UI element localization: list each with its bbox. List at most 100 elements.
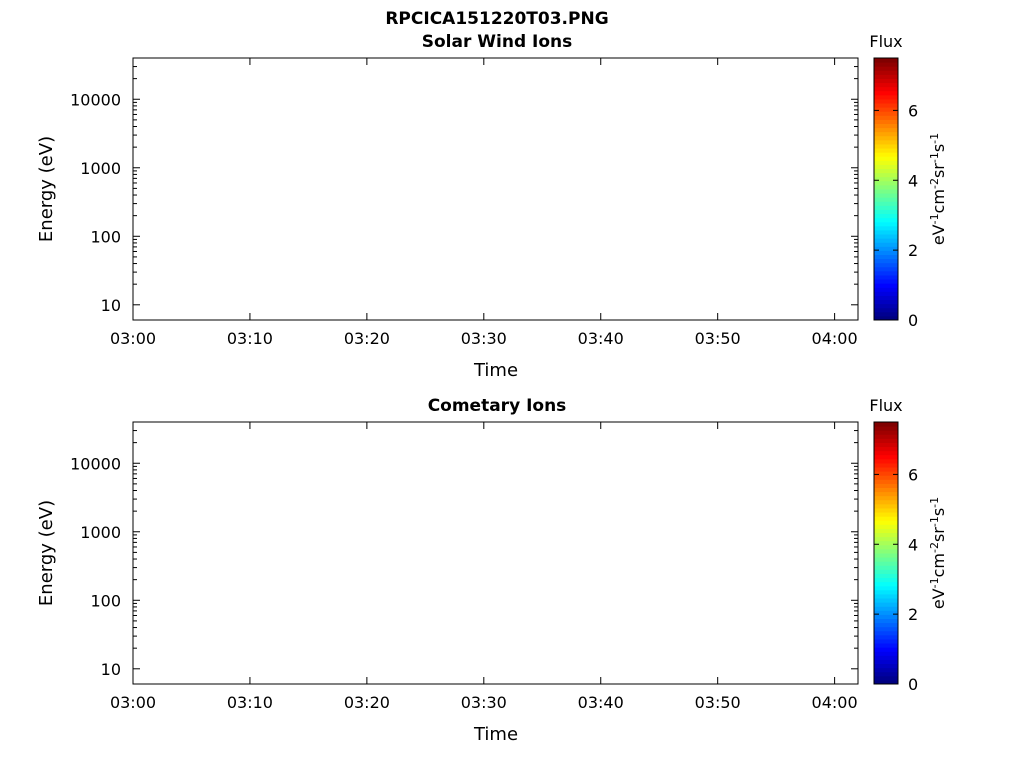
colorbar-segment <box>874 143 898 149</box>
colorbar-segment <box>874 234 898 239</box>
colorbar-segment <box>874 520 898 525</box>
colorbar-segment <box>874 458 898 464</box>
colorbar-segment <box>874 524 898 529</box>
ylabel-cometary: Energy (eV) <box>36 500 57 606</box>
colorbar-segment <box>874 655 898 660</box>
colorbar-tick-label: 2 <box>908 605 918 624</box>
colorbar-segment <box>874 74 898 79</box>
colorbar-cometary: 0 2 4 6 <box>873 421 918 694</box>
x-tick-label: 04:00 <box>812 329 858 348</box>
colorbar-segment <box>874 176 898 182</box>
x-tick-label: 03:00 <box>110 329 156 348</box>
colorbar-segment <box>874 250 898 255</box>
colorbar-frame <box>873 57 899 321</box>
colorbar-segment <box>874 630 898 636</box>
colorbar-segment <box>874 70 898 75</box>
plot-frame-solar-wind <box>132 57 859 321</box>
x-tick-label: 03:00 <box>110 693 156 712</box>
x-tick-label: 04:00 <box>812 693 858 712</box>
colorbar-segment <box>874 164 898 170</box>
colorbar-segment <box>874 111 898 116</box>
colorbar-tick-label: 0 <box>908 675 918 694</box>
colorbar-segment <box>874 103 898 108</box>
colorbar-segment <box>874 671 898 677</box>
plot-frame-cometary <box>132 421 859 685</box>
y-tick-label: 100 <box>90 591 121 610</box>
colorbar-segment <box>874 315 898 321</box>
colorbar-segment <box>874 487 898 493</box>
xlabel-solar-wind: Time <box>473 360 518 381</box>
colorbar-segment <box>874 242 898 247</box>
colorbar-segment <box>874 434 898 439</box>
colorbar-segment <box>874 205 898 210</box>
y-tick-label: 10 <box>101 296 121 315</box>
colorbar-segment <box>874 598 898 603</box>
colorbar-segment <box>874 462 898 468</box>
colorbar-segment <box>874 66 898 71</box>
x-tick-label: 03:20 <box>344 693 390 712</box>
colorbar-segment <box>874 544 898 550</box>
colorbar-solar-wind: 0 2 4 6 <box>873 57 918 330</box>
colorbar-segment <box>874 499 898 505</box>
colorbar-segment <box>874 283 898 288</box>
colorbar-segment <box>874 675 898 681</box>
colorbar-segment <box>874 225 898 231</box>
colorbar-tick-label: 6 <box>908 101 918 120</box>
colorbar-segment <box>874 160 898 165</box>
panel-solar-wind: Solar Wind Ions 03:00 03:10 03:20 03:30 03:4… <box>36 32 949 381</box>
colorbar-segment <box>874 139 898 145</box>
colorbar-segment <box>874 532 898 538</box>
colorbar-tick-label: 4 <box>908 171 918 190</box>
colorbar-segment <box>874 679 898 685</box>
colorbar-segment <box>874 303 898 309</box>
colorbar-segment <box>874 123 898 129</box>
colorbar-segment <box>874 430 898 435</box>
y-tick-label: 100 <box>90 227 121 246</box>
x-tick-label: 03:20 <box>344 329 390 348</box>
colorbar-segment <box>874 569 898 574</box>
colorbar-segment <box>874 606 898 611</box>
colorbar-segment <box>874 238 898 243</box>
colorbar-segment <box>874 172 898 178</box>
colorbar-segment <box>874 438 898 443</box>
colorbar-segment <box>874 127 898 133</box>
colorbar-units-cometary: eV-1cm-2sr-1s-1 <box>928 497 949 609</box>
colorbar-segment <box>874 86 898 92</box>
colorbar-segment <box>874 262 898 268</box>
y-tick-label: 10000 <box>70 454 121 473</box>
colorbar-segment <box>874 229 898 235</box>
colorbar-segment <box>874 307 898 313</box>
colorbar-tick-label: 2 <box>908 241 918 260</box>
colorbar-segment <box>874 254 898 260</box>
colorbar-segment <box>874 258 898 264</box>
colorbar-segment <box>874 299 898 305</box>
colorbar-segment <box>874 471 898 476</box>
colorbar-units-solar-wind: eV-1cm-2sr-1s-1 <box>928 133 949 245</box>
colorbar-segment <box>874 62 898 67</box>
colorbar-segment <box>874 115 898 120</box>
colorbar-segment <box>874 90 898 96</box>
colorbar-segment <box>874 270 898 276</box>
panel-title-solar-wind: Solar Wind Ions <box>422 32 573 52</box>
colorbar-segment <box>874 442 898 448</box>
colorbar-segment <box>874 454 898 460</box>
colorbar-segment <box>874 209 898 215</box>
colorbar-segment <box>874 581 898 587</box>
colorbar-segment <box>874 503 898 509</box>
colorbar-segment <box>874 107 898 112</box>
colorbar-segment <box>874 667 898 673</box>
colorbar-segment <box>874 274 898 280</box>
colorbar-segment <box>874 78 898 84</box>
colorbar-segment <box>874 536 898 542</box>
colorbar-segment <box>874 295 898 301</box>
colorbar-segment <box>874 643 898 648</box>
colorbar-frame <box>873 421 899 685</box>
colorbar-segment <box>874 189 898 194</box>
colorbar-segment <box>874 201 898 206</box>
axes-solar-wind: 03:00 03:10 03:20 03:30 03:40 03:50 04:00 10 100… <box>70 57 858 348</box>
colorbar-segment <box>874 495 898 501</box>
colorbar-segment <box>874 450 898 456</box>
x-tick-label: 03:30 <box>461 693 507 712</box>
colorbar-segment <box>874 213 898 219</box>
